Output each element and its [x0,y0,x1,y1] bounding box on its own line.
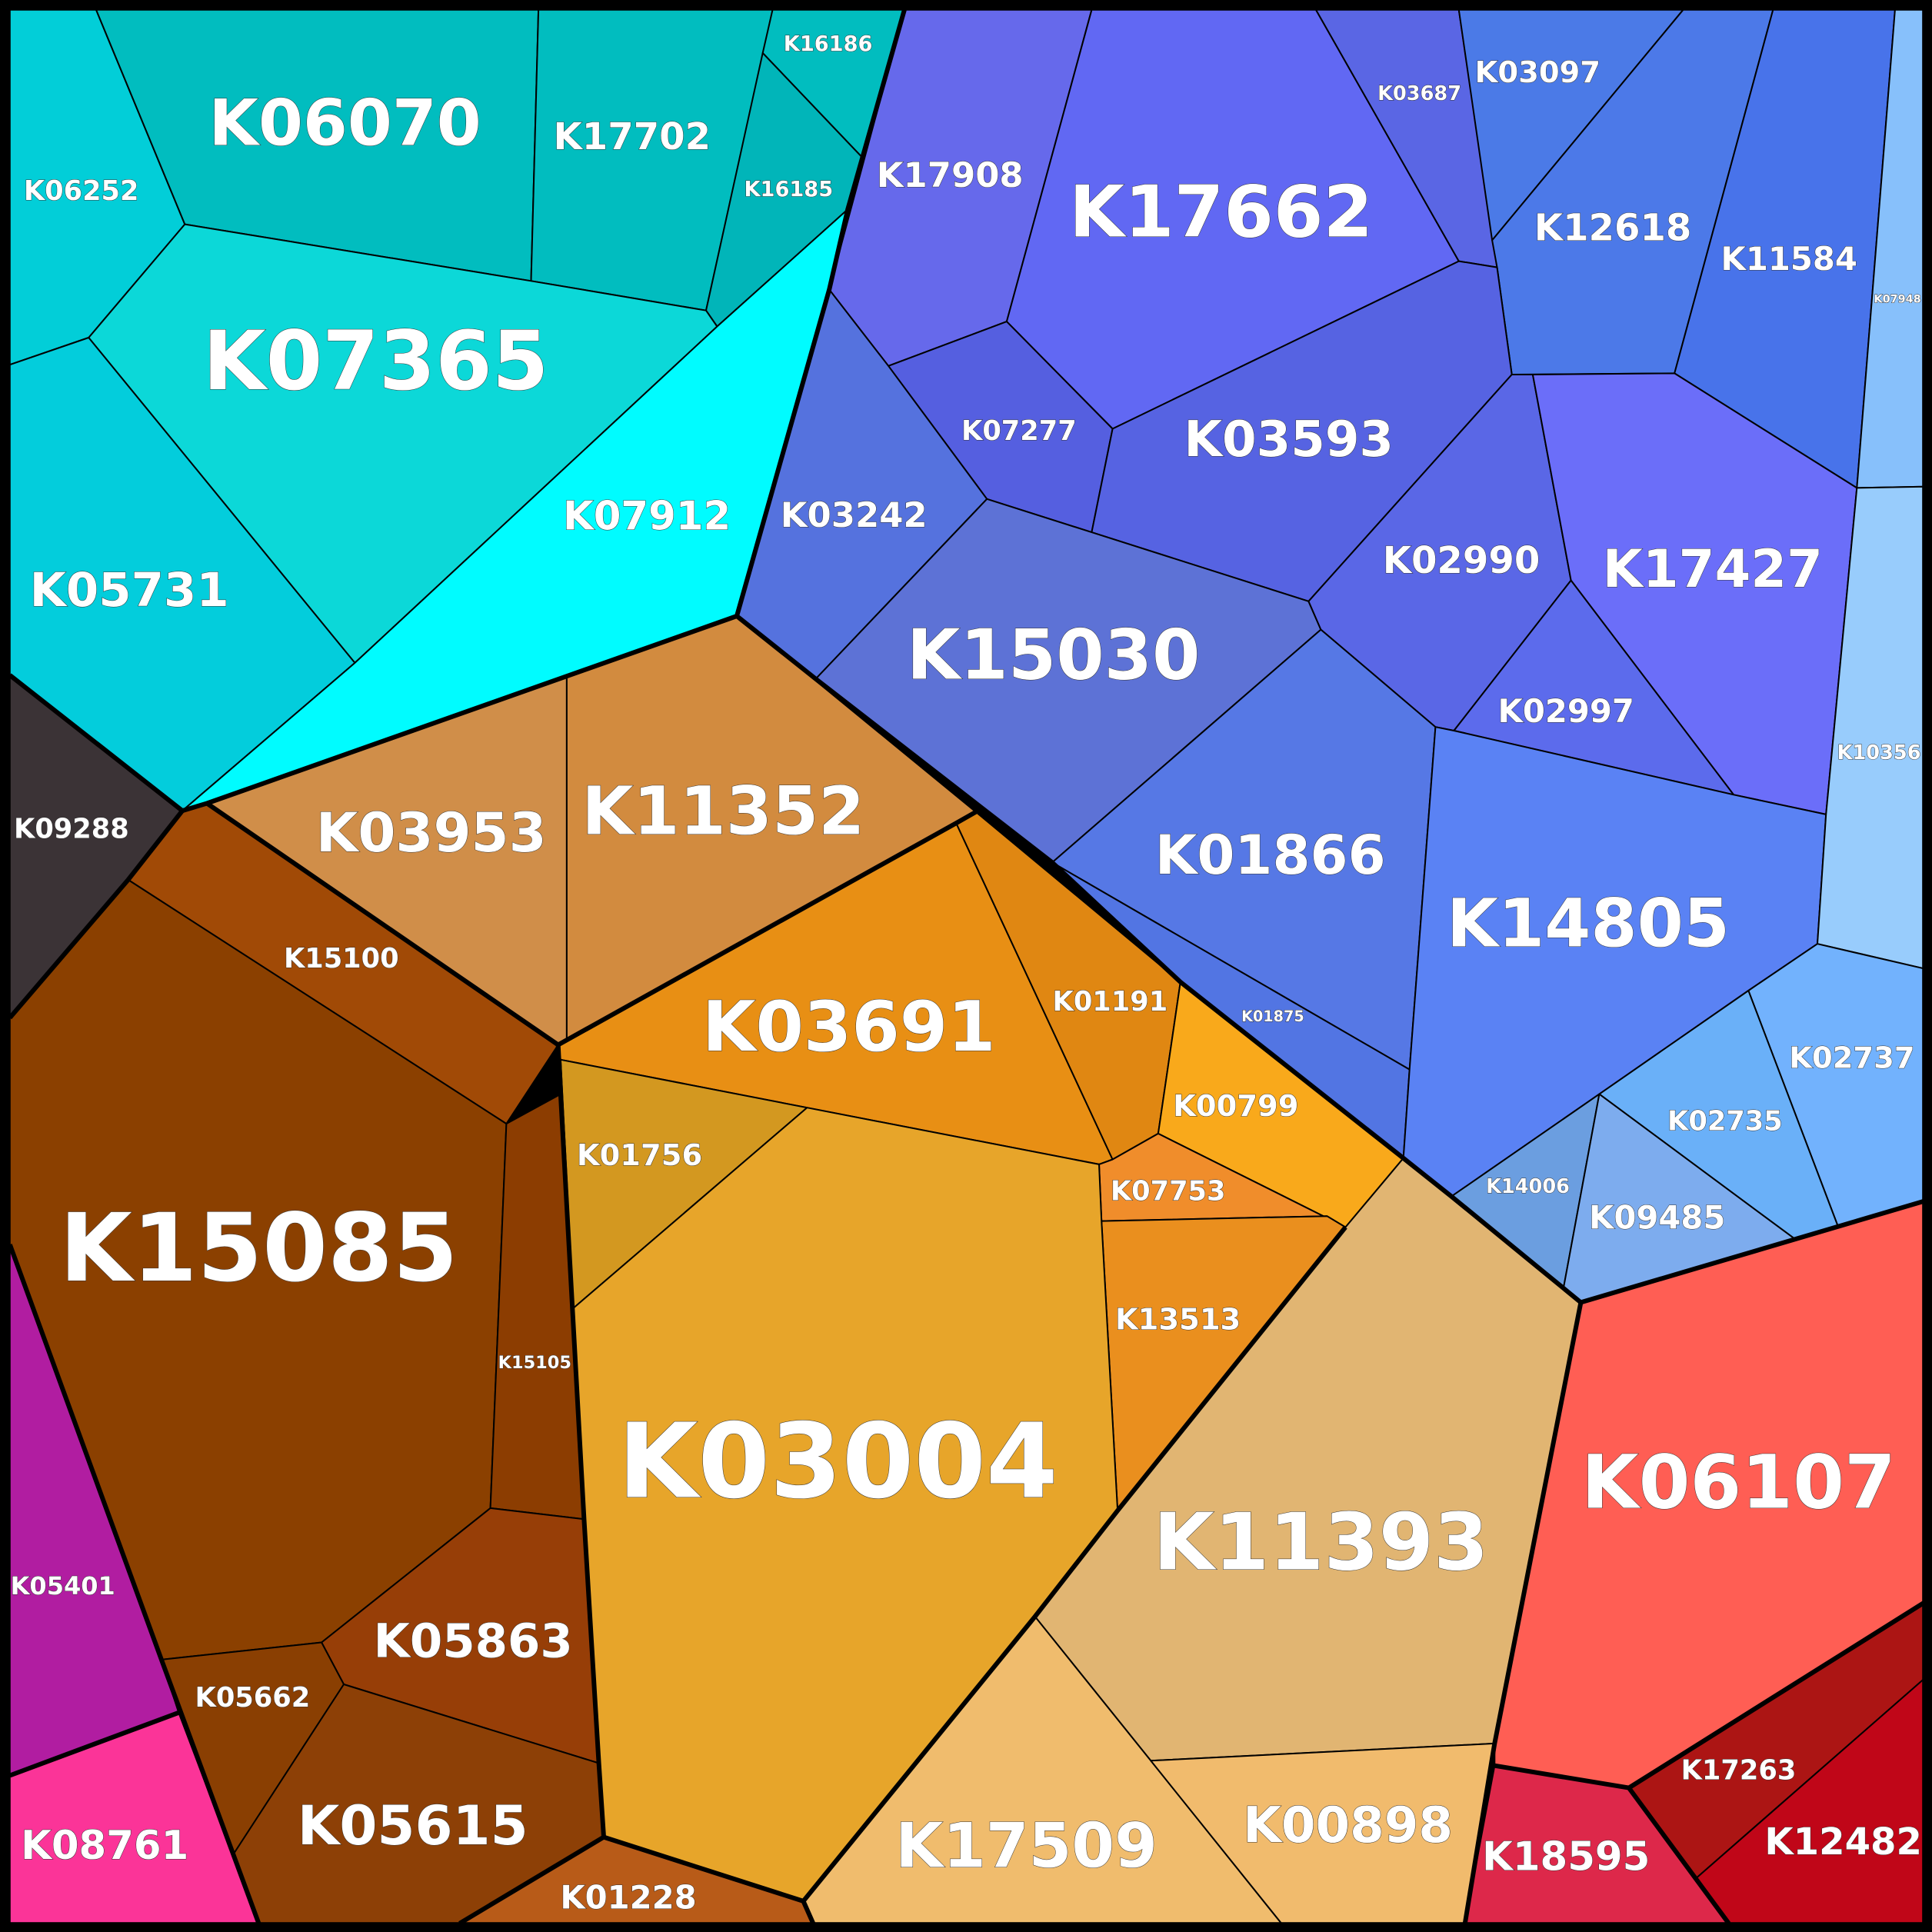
cell-label-k08761: K08761 [21,1823,188,1869]
cell-label-k06070: K06070 [208,86,481,161]
group-border-5 [458,1044,606,1926]
cell-label-k05731: K05731 [30,563,229,618]
cell-label-k09288: K09288 [14,814,129,845]
cells-layer [8,8,1924,1924]
cell-label-k07753: K07753 [1111,1176,1226,1208]
labels-layer: K06252 K06070 K17702 K16186 K16185 K07365 K057… [10,32,1922,1917]
cell-label-k03593: K03593 [1184,411,1394,468]
cell-label-k17509: K17509 [895,1810,1158,1881]
cell-label-k05401: K05401 [11,1571,115,1601]
cell-label-k01875: K01875 [1241,1008,1304,1025]
cell-label-k03242: K03242 [781,495,928,535]
cell-label-k02990: K02990 [1383,539,1541,582]
cell-label-k07365: K07365 [203,314,549,408]
cell-label-k15105: K15105 [498,1353,571,1373]
cell-label-k10356: K10356 [1837,741,1921,764]
cell-label-k07948: K07948 [1874,293,1920,305]
cell-label-k01756: K01756 [577,1138,702,1173]
cell-label-k05863: K05863 [374,1614,573,1668]
cell-label-k05615: K05615 [298,1794,528,1857]
cell-label-k11393: K11393 [1153,1497,1488,1588]
cell-label-k12482: K12482 [1764,1820,1922,1864]
cell-label-k11584: K11584 [1721,240,1857,278]
cell-label-k15100: K15100 [284,943,399,974]
cell-label-k15030: K15030 [907,615,1201,695]
cell-label-k05662: K05662 [195,1682,311,1714]
cell-label-k01866: K01866 [1155,824,1386,887]
cell-label-k03687: K03687 [1377,82,1461,105]
cell-label-k03004: K03004 [618,1401,1058,1522]
cell-label-k07277: K07277 [961,415,1077,447]
cell-label-k01191: K01191 [1053,986,1168,1018]
cell-label-k17908: K17908 [877,155,1024,195]
cell-label-k12618: K12618 [1534,206,1692,249]
cell-label-k17427: K17427 [1603,539,1823,599]
group-border-9 [1494,1763,1731,1925]
cell-label-k14006: K14006 [1486,1175,1570,1198]
cell-label-k13513: K13513 [1115,1302,1241,1337]
group-border-10 [801,1225,1347,1903]
cell-label-k15085: K15085 [59,1194,458,1303]
group-border-2 [8,673,185,1020]
cell-label-k16186: K16186 [784,32,873,56]
cell-label-k07912: K07912 [563,493,731,539]
cell-label-k18595: K18595 [1482,1834,1650,1880]
cell-label-k00898: K00898 [1243,1797,1453,1854]
cell-label-k02737: K02737 [1789,1041,1914,1076]
group-border-4 [735,614,1924,1305]
cell-label-k17662: K17662 [1069,171,1373,254]
cell-label-k03953: K03953 [316,801,547,864]
cell-label-k02735: K02735 [1667,1105,1783,1137]
cell-label-k17702: K17702 [554,115,711,158]
cell-label-k02997: K02997 [1498,692,1634,730]
group-border-7 [1462,1301,1584,1924]
cell-label-k06252: K06252 [24,175,139,207]
group-border-8 [1627,1601,1925,1790]
cell-label-k09485: K09485 [1589,1198,1725,1236]
cell-label-k00799: K00799 [1173,1089,1298,1124]
cell-label-k11352: K11352 [581,774,864,851]
cell-label-k14805: K14805 [1447,886,1730,963]
cell-label-k03097: K03097 [1475,55,1601,90]
group-border-3 [205,801,978,1048]
cell-label-k01228: K01228 [560,1879,696,1917]
group-border-12 [8,1710,180,1778]
group-border-1 [182,8,907,813]
cell-label-k16185: K16185 [744,178,833,202]
cell-label-k06107: K06107 [1581,1439,1896,1525]
cell-label-k03691: K03691 [702,988,996,1068]
group-border-11 [7,1244,261,1924]
cell-label-k17263: K17263 [1681,1755,1797,1787]
